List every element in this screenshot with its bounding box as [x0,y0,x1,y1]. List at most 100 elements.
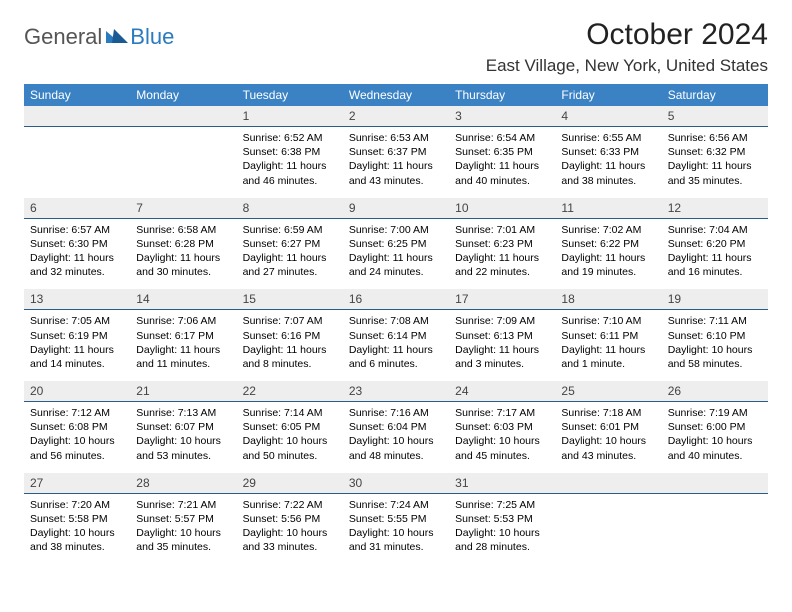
daynum-cell: 5 [662,106,768,127]
daylight-text: Daylight: 11 hours and 1 minute. [561,343,655,371]
daynum-row: 2728293031 [24,473,768,494]
daynum-cell: 9 [343,198,449,219]
sunrise-text: Sunrise: 6:52 AM [243,131,337,145]
daylight-text: Daylight: 10 hours and 58 minutes. [668,343,762,371]
day-cell: Sunrise: 6:52 AMSunset: 6:38 PMDaylight:… [237,127,343,198]
daynum-cell [130,106,236,127]
sunrise-text: Sunrise: 7:10 AM [561,314,655,328]
day-cell [555,494,661,565]
daylight-text: Daylight: 10 hours and 50 minutes. [243,434,337,462]
daynum-cell: 27 [24,473,130,494]
sunset-text: Sunset: 6:27 PM [243,237,337,251]
day-cell: Sunrise: 7:08 AMSunset: 6:14 PMDaylight:… [343,310,449,381]
weeks-container: 12345Sunrise: 6:52 AMSunset: 6:38 PMDayl… [24,106,768,564]
daynum-cell: 12 [662,198,768,219]
day-cell: Sunrise: 7:22 AMSunset: 5:56 PMDaylight:… [237,494,343,565]
day-cell: Sunrise: 7:14 AMSunset: 6:05 PMDaylight:… [237,402,343,473]
dow-cell: Tuesday [237,84,343,106]
sunset-text: Sunset: 5:53 PM [455,512,549,526]
sunrise-text: Sunrise: 7:25 AM [455,498,549,512]
sunrise-text: Sunrise: 6:58 AM [136,223,230,237]
day-cell [130,127,236,198]
sunset-text: Sunset: 5:57 PM [136,512,230,526]
sunrise-text: Sunrise: 7:13 AM [136,406,230,420]
sunset-text: Sunset: 6:14 PM [349,329,443,343]
sunrise-text: Sunrise: 7:18 AM [561,406,655,420]
day-cell: Sunrise: 7:21 AMSunset: 5:57 PMDaylight:… [130,494,236,565]
day-cell: Sunrise: 7:19 AMSunset: 6:00 PMDaylight:… [662,402,768,473]
daynum-cell: 11 [555,198,661,219]
sunset-text: Sunset: 6:11 PM [561,329,655,343]
day-cell: Sunrise: 7:01 AMSunset: 6:23 PMDaylight:… [449,219,555,290]
sunrise-text: Sunrise: 7:22 AM [243,498,337,512]
daynum-cell: 18 [555,289,661,310]
daylight-text: Daylight: 10 hours and 28 minutes. [455,526,549,554]
calendar: SundayMondayTuesdayWednesdayThursdayFrid… [24,84,768,564]
day-cell: Sunrise: 6:55 AMSunset: 6:33 PMDaylight:… [555,127,661,198]
sunset-text: Sunset: 6:04 PM [349,420,443,434]
sunrise-text: Sunrise: 7:09 AM [455,314,549,328]
daylight-text: Daylight: 11 hours and 3 minutes. [455,343,549,371]
title-block: October 2024 East Village, New York, Uni… [486,18,768,76]
daynum-cell: 13 [24,289,130,310]
day-cell [662,494,768,565]
sunrise-text: Sunrise: 7:24 AM [349,498,443,512]
sunrise-text: Sunrise: 7:16 AM [349,406,443,420]
sunrise-text: Sunrise: 7:05 AM [30,314,124,328]
day-cell: Sunrise: 7:24 AMSunset: 5:55 PMDaylight:… [343,494,449,565]
daylight-text: Daylight: 11 hours and 30 minutes. [136,251,230,279]
daylight-text: Daylight: 10 hours and 45 minutes. [455,434,549,462]
day-of-week-row: SundayMondayTuesdayWednesdayThursdayFrid… [24,84,768,106]
logo-text-general: General [24,24,102,50]
sunset-text: Sunset: 6:25 PM [349,237,443,251]
sunrise-text: Sunrise: 6:57 AM [30,223,124,237]
content-row: Sunrise: 6:57 AMSunset: 6:30 PMDaylight:… [24,219,768,290]
sunset-text: Sunset: 6:30 PM [30,237,124,251]
daynum-cell: 20 [24,381,130,402]
sunrise-text: Sunrise: 6:56 AM [668,131,762,145]
sunset-text: Sunset: 6:23 PM [455,237,549,251]
daylight-text: Daylight: 10 hours and 53 minutes. [136,434,230,462]
day-cell: Sunrise: 6:53 AMSunset: 6:37 PMDaylight:… [343,127,449,198]
logo-text-blue: Blue [130,24,174,50]
content-row: Sunrise: 6:52 AMSunset: 6:38 PM Daylight:… [24,127,768,198]
daynum-cell: 4 [555,106,661,127]
daynum-row: 13141516171819 [24,289,768,310]
sunset-text: Sunset: 6:10 PM [668,329,762,343]
sunset-text: Sunset: 6:17 PM [136,329,230,343]
sunrise-text: Sunrise: 7:17 AM [455,406,549,420]
daynum-cell: 10 [449,198,555,219]
day-cell: Sunrise: 7:10 AMSunset: 6:11 PMDaylight:… [555,310,661,381]
daynum-row: 6789101112 [24,198,768,219]
daynum-cell: 17 [449,289,555,310]
day-cell: Sunrise: 7:05 AMSunset: 6:19 PMDaylight:… [24,310,130,381]
daylight-text: Daylight: 11 hours and 40 minutes. [455,159,549,187]
dow-cell: Friday [555,84,661,106]
daylight-text: Daylight: 11 hours and 11 minutes. [136,343,230,371]
day-cell: Sunrise: 7:16 AMSunset: 6:04 PMDaylight:… [343,402,449,473]
dow-cell: Thursday [449,84,555,106]
sunrise-text: Sunrise: 7:20 AM [30,498,124,512]
day-cell: Sunrise: 7:12 AMSunset: 6:08 PMDaylight:… [24,402,130,473]
sunset-text: Sunset: 6:38 PM [243,145,337,159]
sunrise-text: Sunrise: 6:59 AM [243,223,337,237]
sunrise-text: Sunrise: 7:21 AM [136,498,230,512]
dow-cell: Sunday [24,84,130,106]
daylight-text: Daylight: 11 hours and 32 minutes. [30,251,124,279]
logo-triangle-icon [106,27,128,48]
daylight-text: Daylight: 11 hours and 27 minutes. [243,251,337,279]
sunset-text: Sunset: 6:19 PM [30,329,124,343]
daylight-text: Daylight: 11 hours and 16 minutes. [668,251,762,279]
sunrise-text: Sunrise: 7:14 AM [243,406,337,420]
daylight-text: Daylight: 11 hours and 35 minutes. [668,159,762,187]
day-cell: Sunrise: 7:20 AMSunset: 5:58 PMDaylight:… [24,494,130,565]
day-cell: Sunrise: 7:09 AMSunset: 6:13 PMDaylight:… [449,310,555,381]
daynum-cell: 16 [343,289,449,310]
sunset-text: Sunset: 6:08 PM [30,420,124,434]
sunrise-text: Sunrise: 6:54 AM [455,131,549,145]
daynum-cell: 8 [237,198,343,219]
sunrise-text: Sunrise: 6:53 AM [349,131,443,145]
daylight-text: Daylight: 10 hours and 31 minutes. [349,526,443,554]
sunset-text: Sunset: 6:01 PM [561,420,655,434]
daylight-text: Daylight: 11 hours and 14 minutes. [30,343,124,371]
